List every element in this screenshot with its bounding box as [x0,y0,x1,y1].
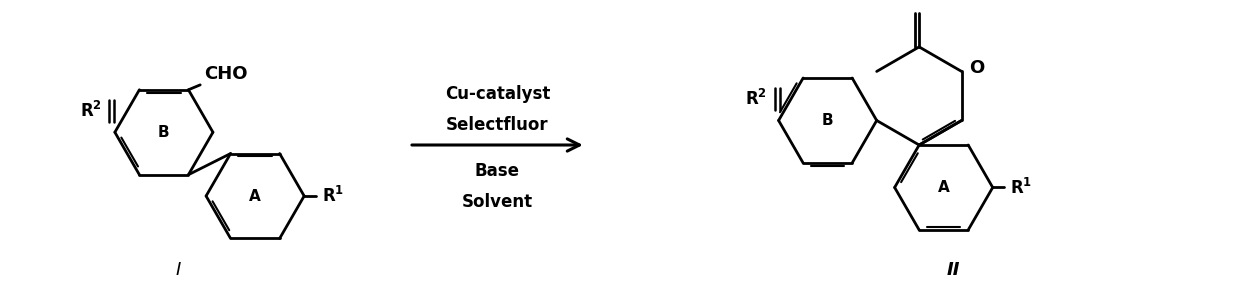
Text: Base: Base [475,162,520,180]
Text: Cu-catalyst: Cu-catalyst [445,85,551,103]
Text: R$^{\mathbf{1}}$: R$^{\mathbf{1}}$ [1011,177,1033,197]
Text: O: O [970,59,985,77]
Text: B: B [157,125,170,140]
Text: R$^{\mathbf{2}}$: R$^{\mathbf{2}}$ [745,89,768,109]
Text: I: I [176,261,181,279]
Text: II: II [946,261,960,279]
Text: R$^{\mathbf{1}}$: R$^{\mathbf{1}}$ [322,186,343,206]
Text: Solvent: Solvent [461,193,533,211]
Text: B: B [822,113,833,128]
Text: CHO: CHO [205,65,248,83]
Text: R$^{\mathbf{2}}$: R$^{\mathbf{2}}$ [79,101,102,121]
Text: A: A [937,180,950,195]
Text: Selectfluor: Selectfluor [446,116,549,134]
Text: A: A [249,188,260,204]
